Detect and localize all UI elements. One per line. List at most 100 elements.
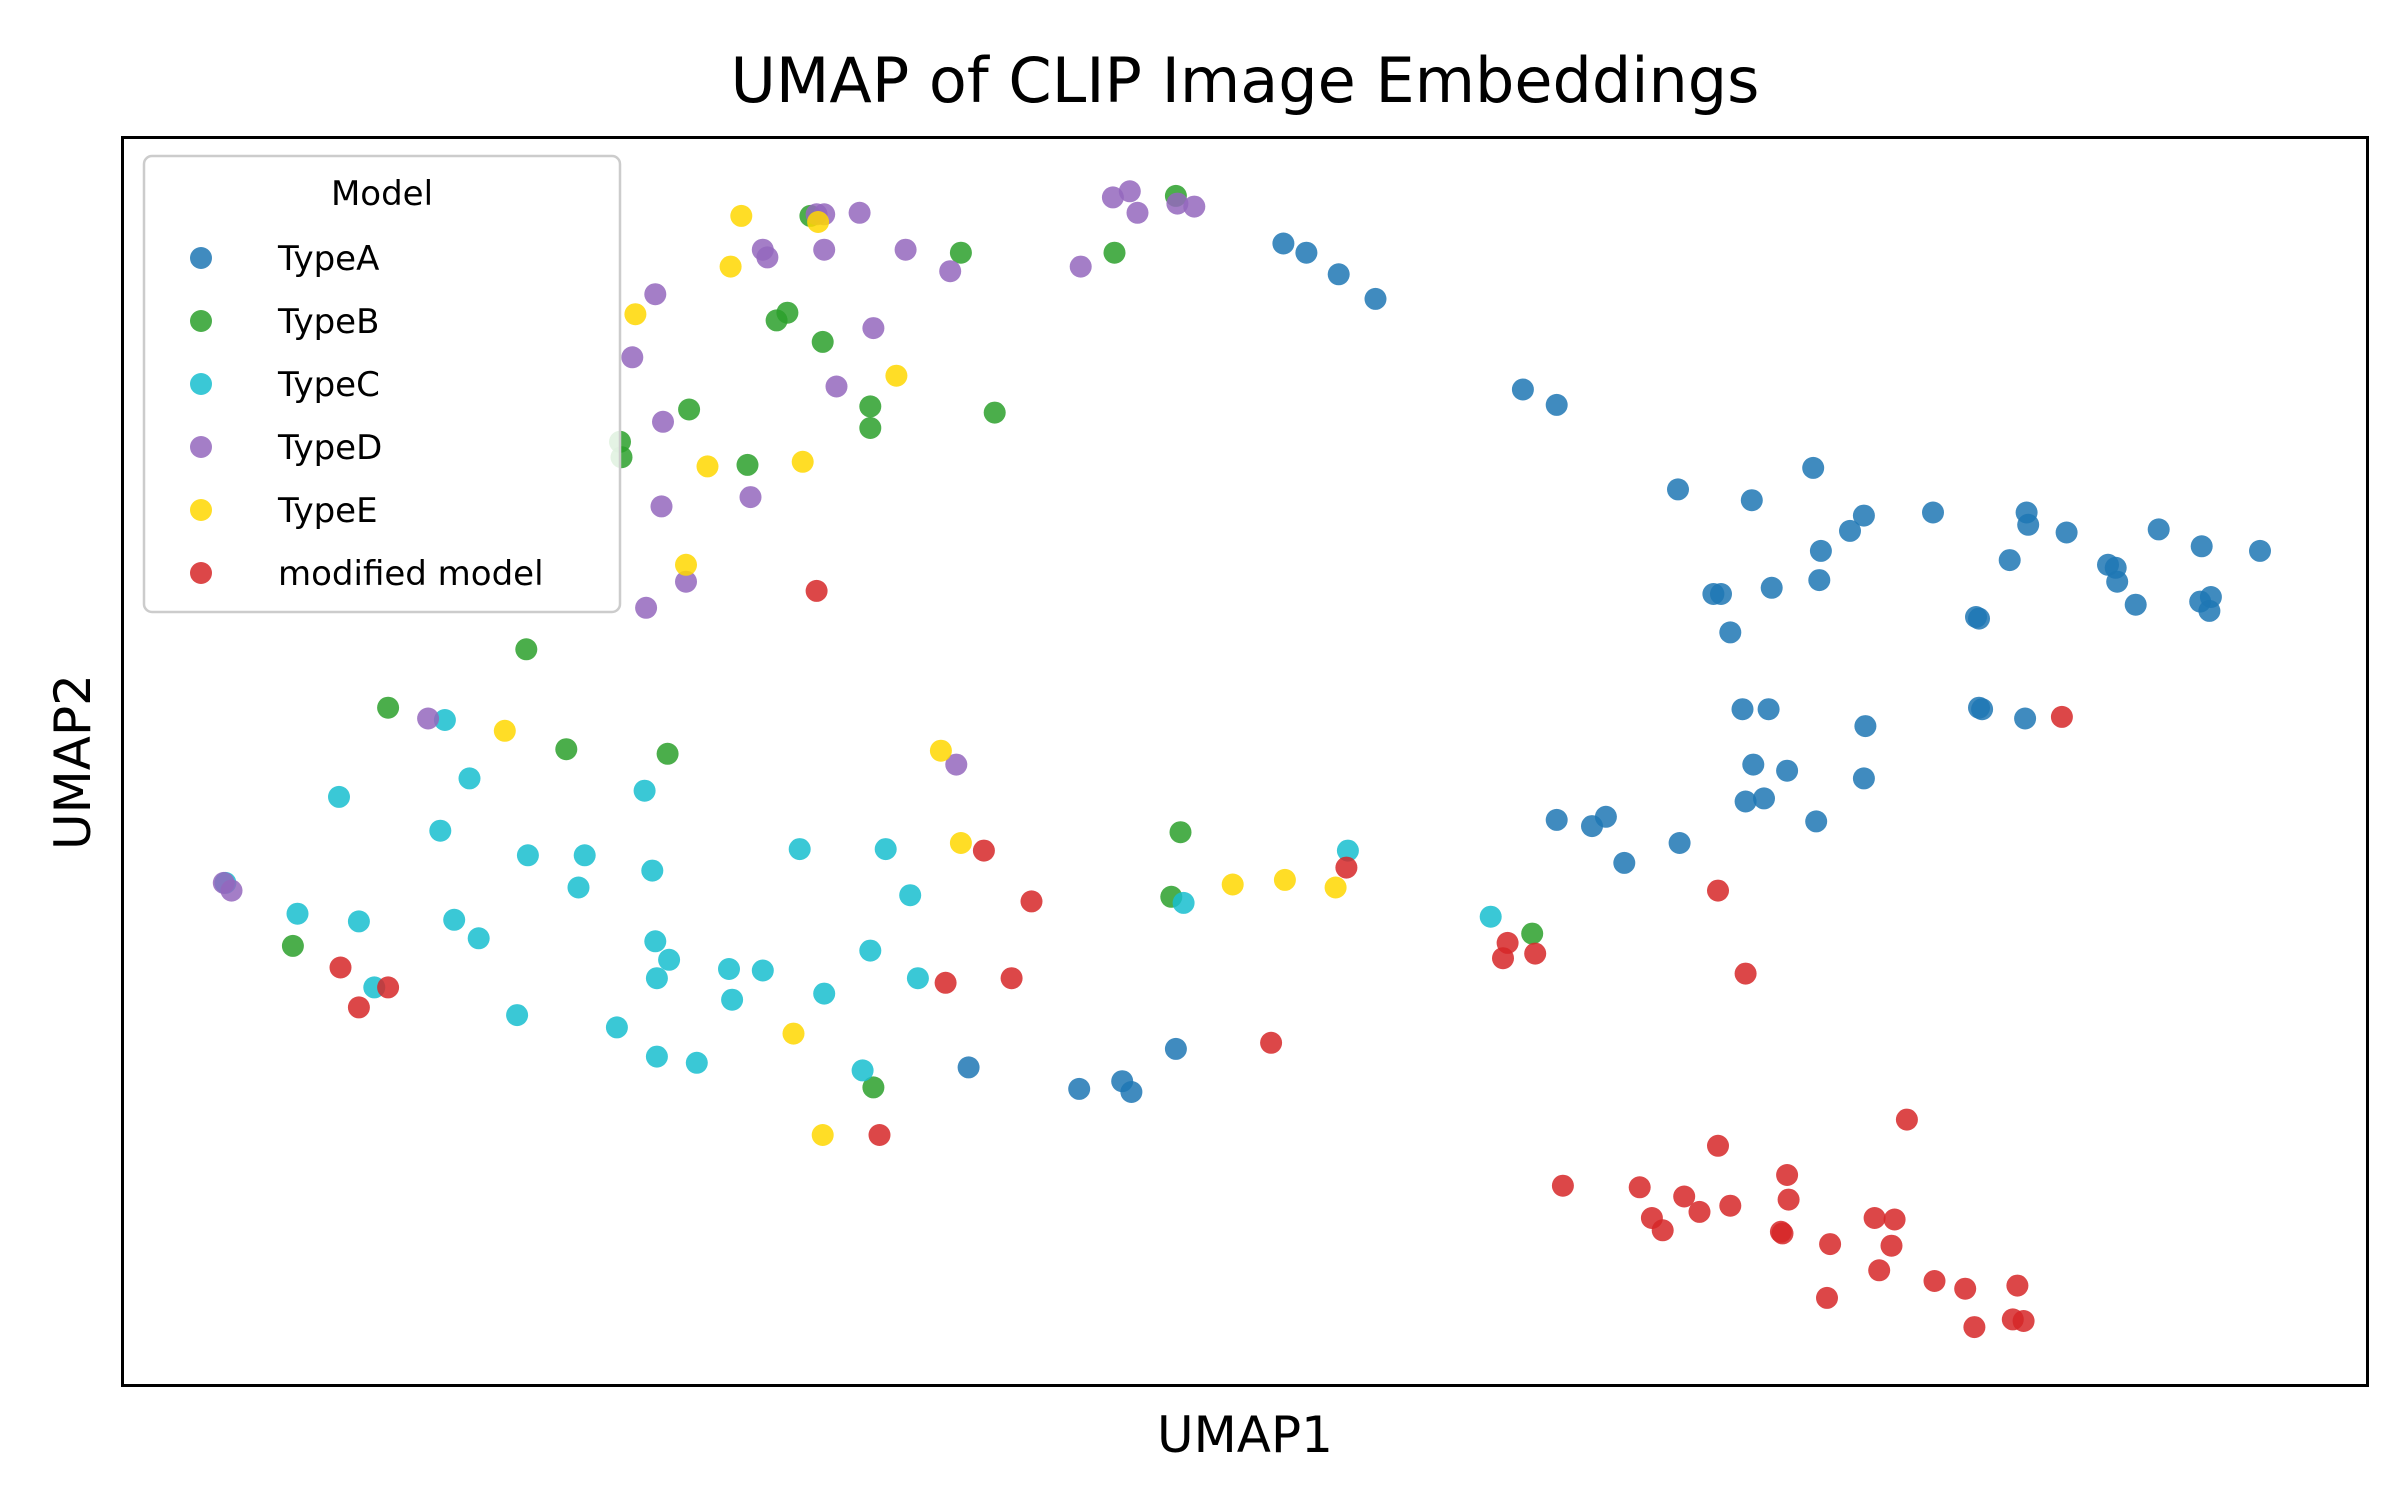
point-typed-7 xyxy=(1101,186,1124,209)
point-modified-model-20 xyxy=(1628,1176,1651,1199)
point-modified-model-34 xyxy=(1868,1259,1891,1282)
point-typed-8 xyxy=(1118,180,1141,203)
point-typea-6 xyxy=(1667,478,1689,501)
point-typea-31 xyxy=(2124,593,2147,616)
point-modified-model-11 xyxy=(1000,967,1023,990)
point-typea-7 xyxy=(1740,489,1763,512)
point-typed-6 xyxy=(939,260,962,283)
point-typec-6 xyxy=(573,844,596,867)
legend-title: Model xyxy=(331,174,433,214)
point-typea-5 xyxy=(1545,393,1568,416)
point-typed-12 xyxy=(1069,255,1092,278)
series-typea xyxy=(957,232,2271,1103)
series-modified-model xyxy=(329,579,2073,1339)
point-typee-3 xyxy=(624,303,647,326)
point-typea-42 xyxy=(1852,767,1875,790)
point-typed-2 xyxy=(848,201,871,224)
point-typea-13 xyxy=(1852,504,1875,527)
point-typeb-21 xyxy=(281,934,304,957)
point-typed-23 xyxy=(417,707,440,730)
point-typec-15 xyxy=(443,908,466,931)
point-modified-model-25 xyxy=(1688,1200,1711,1223)
point-typee-2 xyxy=(719,255,742,278)
point-modified-model-14 xyxy=(1492,947,1514,970)
point-modified-model-5 xyxy=(1707,879,1729,902)
point-typec-9 xyxy=(788,838,811,861)
chart-title: UMAP of CLIP Image Embeddings xyxy=(731,44,1760,117)
point-typec-18 xyxy=(658,948,681,971)
point-typec-3 xyxy=(429,819,452,842)
point-typed-5 xyxy=(894,238,917,261)
point-modified-model-17 xyxy=(1895,1108,1918,1131)
legend-label-typec: TypeC xyxy=(277,365,380,405)
point-typec-25 xyxy=(506,1004,529,1027)
point-typed-4 xyxy=(813,238,836,261)
point-typee-7 xyxy=(675,553,697,576)
point-modified-model-4 xyxy=(2050,705,2073,728)
legend-box xyxy=(142,154,622,614)
point-typeb-13 xyxy=(859,417,882,439)
point-typea-30 xyxy=(2199,586,2222,608)
point-typeb-1 xyxy=(949,241,972,264)
point-typea-51 xyxy=(957,1056,980,1079)
point-modified-model-23 xyxy=(1777,1188,1800,1211)
point-typee-13 xyxy=(1324,876,1347,899)
point-typec-28 xyxy=(645,1045,668,1068)
point-typea-38 xyxy=(2014,707,2037,730)
point-modified-model-22 xyxy=(1776,1164,1799,1186)
y-axis-label: UMAP2 xyxy=(44,674,102,850)
legend-label-typeb: TypeB xyxy=(277,302,379,342)
point-typea-1 xyxy=(1295,241,1318,264)
point-modified-model-29 xyxy=(1771,1222,1794,1245)
series-typec xyxy=(214,709,1502,1082)
point-typec-19 xyxy=(859,939,882,962)
point-typed-11 xyxy=(1183,195,1206,218)
point-modified-model-32 xyxy=(1880,1234,1903,1257)
point-modified-model-15 xyxy=(1524,942,1547,965)
point-modified-model-38 xyxy=(1816,1286,1838,1309)
point-typec-22 xyxy=(906,967,929,990)
point-typed-14 xyxy=(644,283,667,306)
legend-marker-typed xyxy=(190,436,212,458)
point-typea-0 xyxy=(1272,232,1295,255)
point-typeb-18 xyxy=(1169,821,1192,844)
point-typea-35 xyxy=(1757,698,1780,721)
legend-entry-modified-model: modified model xyxy=(190,554,544,594)
point-typec-8 xyxy=(641,859,664,882)
point-typea-20 xyxy=(2190,535,2213,558)
legend-entry-typec: TypeC xyxy=(190,365,380,405)
point-modified-model-33 xyxy=(1819,1233,1842,1256)
legend-entry-typeb: TypeB xyxy=(190,302,379,342)
point-typed-22 xyxy=(635,596,658,619)
point-typee-11 xyxy=(1221,873,1244,896)
point-typea-40 xyxy=(1742,753,1765,776)
point-typea-48 xyxy=(1594,805,1617,828)
point-typec-21 xyxy=(751,959,774,982)
point-typea-28 xyxy=(1719,621,1742,644)
points-layer xyxy=(212,180,2271,1339)
point-typeb-14 xyxy=(515,638,538,661)
point-typea-16 xyxy=(2017,513,2040,536)
point-typea-46 xyxy=(1545,808,1568,831)
point-typea-3 xyxy=(1364,287,1387,310)
point-typea-54 xyxy=(1120,1081,1143,1103)
legend-entry-typee: TypeE xyxy=(190,491,378,531)
point-typec-13 xyxy=(286,902,309,925)
point-typed-26 xyxy=(220,879,243,902)
series-typee xyxy=(493,204,1347,1146)
point-modified-model-1 xyxy=(1335,856,1358,879)
legend-marker-typea xyxy=(190,247,212,269)
point-typed-13 xyxy=(756,246,779,269)
point-typea-25 xyxy=(2249,539,2271,562)
point-typed-20 xyxy=(650,495,673,518)
legend-label-typee: TypeE xyxy=(277,491,378,531)
point-modified-model-31 xyxy=(1863,1207,1886,1229)
point-typea-14 xyxy=(1922,501,1944,524)
point-typec-10 xyxy=(567,876,590,899)
point-typec-1 xyxy=(458,767,481,790)
point-typea-27 xyxy=(1710,583,1732,605)
legend-entry-typea: TypeA xyxy=(190,239,379,279)
legend-label-modified-model: modified model xyxy=(278,554,544,594)
